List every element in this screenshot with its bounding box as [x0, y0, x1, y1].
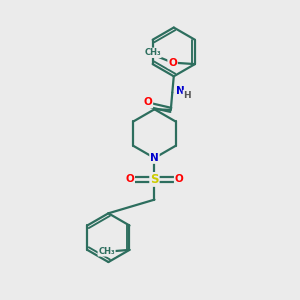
Text: O: O	[168, 58, 177, 68]
Text: N: N	[150, 153, 159, 163]
Text: N: N	[176, 86, 185, 96]
Text: O: O	[143, 98, 152, 107]
Text: S: S	[150, 173, 159, 186]
Text: CH₃: CH₃	[98, 247, 115, 256]
Text: H: H	[183, 91, 191, 100]
Text: CH₃: CH₃	[144, 48, 161, 57]
Text: O: O	[125, 174, 134, 184]
Text: O: O	[175, 174, 184, 184]
